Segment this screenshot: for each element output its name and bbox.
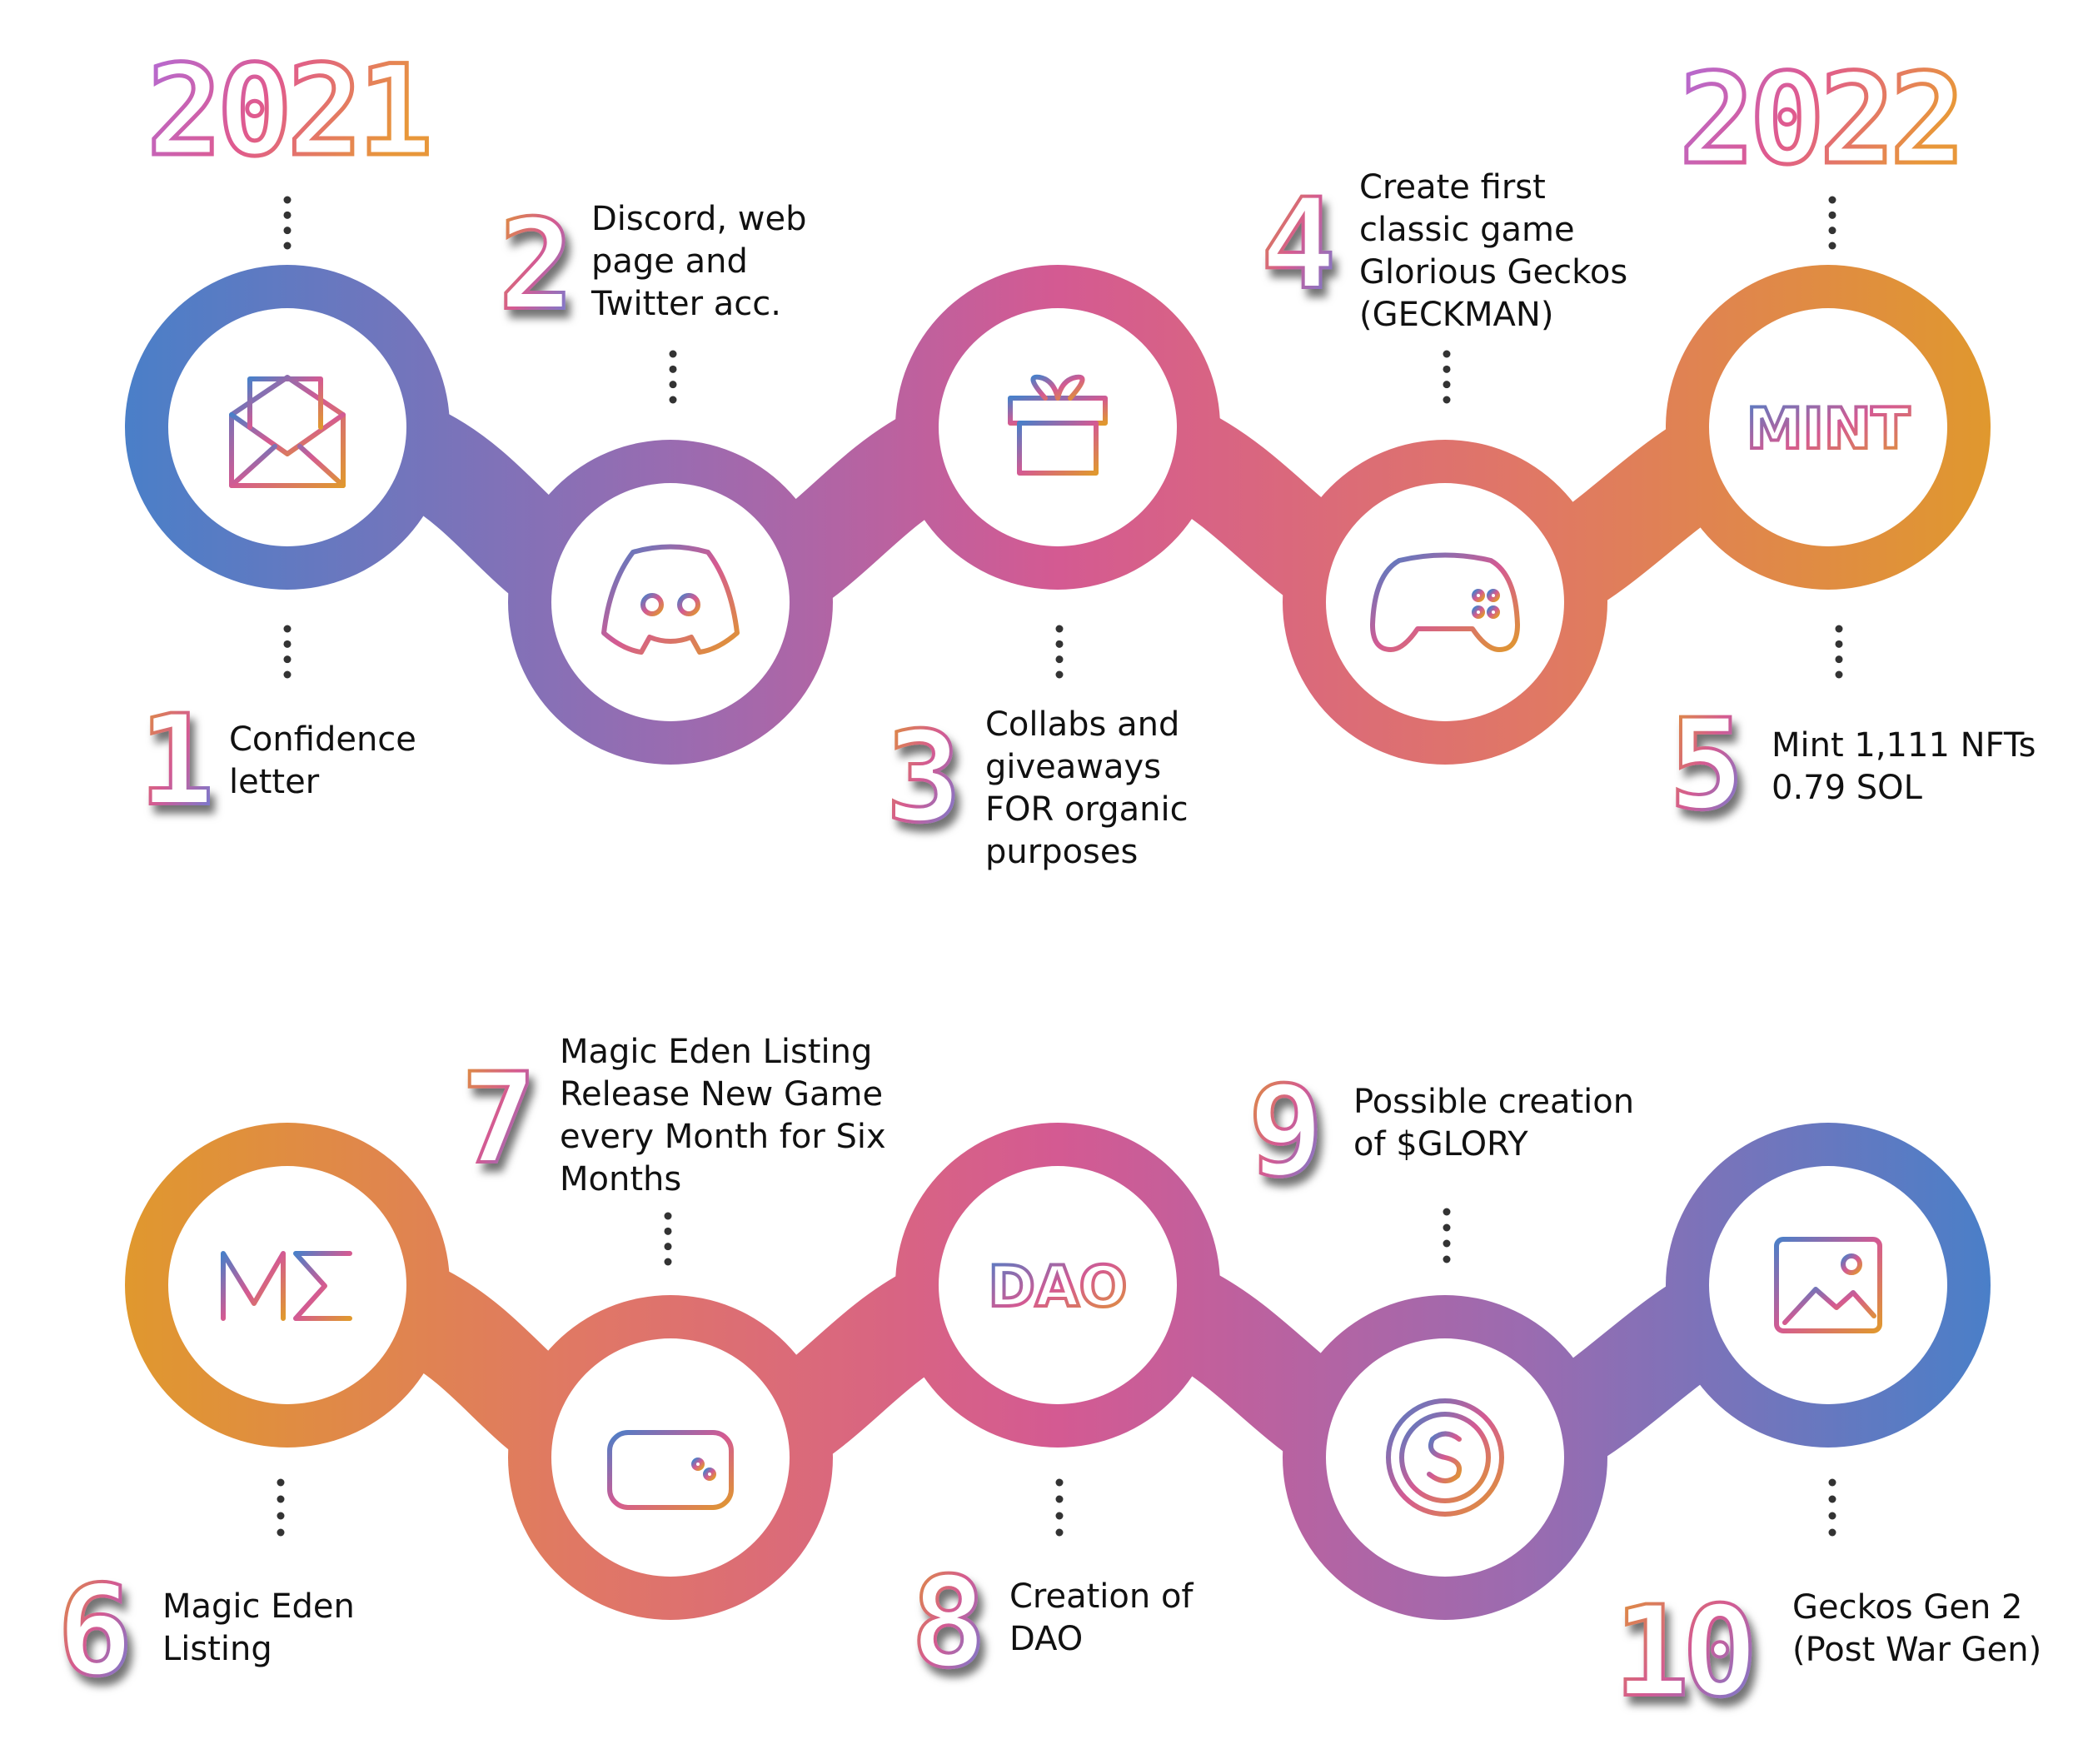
connector-dot	[1443, 1208, 1451, 1216]
connector-dot	[1835, 670, 1843, 679]
connector-dot	[283, 227, 292, 235]
step-4-description: Create first classic game Glorious Gecko…	[1359, 168, 1628, 334]
connector-dot	[1835, 640, 1843, 648]
magic-eden-icon	[221, 1251, 352, 1321]
connector-dot	[664, 1212, 672, 1220]
svg-text:DAO: DAO	[989, 1254, 1128, 1320]
connector-dot	[1055, 625, 1064, 633]
connector-dot	[1443, 1255, 1451, 1263]
coin-dollar-icon	[1386, 1398, 1504, 1517]
connector-dot	[283, 655, 292, 664]
connector-dot	[277, 1512, 285, 1520]
step-number-7: 7	[461, 1047, 530, 1192]
connector-dot	[1443, 365, 1451, 373]
connector-dot	[1055, 1528, 1064, 1537]
connector-dot	[1443, 350, 1451, 358]
connector-dot	[283, 640, 292, 648]
connector-dot	[283, 211, 292, 219]
connector-dot	[1443, 396, 1451, 404]
svg-text:2021: 2021	[147, 39, 427, 184]
gamepad-icon	[1370, 552, 1520, 652]
connector-dot	[1055, 640, 1064, 648]
step-numbers: 1 2 3 4 5 6 7 8 9 10	[56, 171, 1759, 1727]
connector-dot	[283, 625, 292, 633]
connector-dot	[1828, 1528, 1836, 1537]
retro-controller-icon	[607, 1393, 734, 1510]
step-number-3: 3	[886, 705, 954, 850]
year-2022: 2022	[1677, 46, 1967, 195]
connector-dot	[1828, 1478, 1836, 1487]
connector-dot	[1828, 1495, 1836, 1503]
connector-dot	[1443, 1223, 1451, 1232]
svg-text:2022: 2022	[1679, 47, 1960, 192]
step-number-8: 8	[911, 1551, 979, 1696]
step-5-description: Mint 1,111 NFTs 0.79 SOL	[1772, 726, 2036, 807]
connector-dot	[1055, 1512, 1064, 1520]
step-number-1: 1	[139, 689, 209, 834]
step-9-description: Possible creation of $GLORY	[1353, 1083, 1635, 1164]
connector-dot	[664, 1258, 672, 1266]
envelope-letter-icon	[229, 375, 346, 488]
connector-dot	[669, 396, 677, 404]
step-2-description: Discord, web page and Twitter acc.	[591, 200, 807, 323]
step-number-2: 2	[499, 193, 567, 338]
svg-text:MINT: MINT	[1747, 396, 1911, 462]
connector-dot	[1055, 670, 1064, 679]
connector-dot	[669, 365, 677, 373]
connector-dot	[1828, 242, 1836, 250]
connector-dot	[1828, 211, 1836, 219]
step-1-description: Confidence letter	[229, 720, 416, 801]
connector-dot	[1443, 1239, 1451, 1248]
connector-dot	[1835, 625, 1843, 633]
step-8-description: Creation of DAO	[1009, 1577, 1193, 1658]
connector-dot	[283, 670, 292, 679]
step-number-6: 6	[57, 1559, 127, 1704]
mint-icon: MINT	[1745, 395, 1912, 464]
dao-icon: DAO	[987, 1253, 1129, 1322]
connector-dot	[1443, 381, 1451, 389]
connector-dot	[669, 381, 677, 389]
dotted-connectors	[277, 196, 1843, 1537]
connector-dot	[1828, 227, 1836, 235]
connector-dot	[669, 350, 677, 358]
connector-dot	[277, 1478, 285, 1487]
discord-icon	[601, 544, 740, 655]
connector-dot	[1828, 196, 1836, 204]
connector-dot	[1055, 1495, 1064, 1503]
step-7-description: Magic Eden Listing Release New Game ever…	[560, 1033, 886, 1198]
connector-dot	[1055, 1478, 1064, 1487]
connector-dot	[1055, 655, 1064, 664]
step-number-5: 5	[1669, 693, 1737, 838]
connector-dot	[283, 196, 292, 204]
step-number-9: 9	[1248, 1059, 1317, 1204]
step-number-10: 10	[1614, 1580, 1752, 1725]
connector-dot	[664, 1243, 672, 1251]
milestone-circles	[168, 308, 1947, 1577]
connector-dot	[277, 1528, 285, 1537]
year-2021: 2021	[145, 37, 435, 187]
step-10-description: Geckos Gen 2 (Post War Gen)	[1792, 1588, 2042, 1669]
gift-icon	[1008, 374, 1108, 476]
connector-dot	[1835, 655, 1843, 664]
step-number-4: 4	[1261, 172, 1331, 317]
image-icon	[1774, 1237, 1882, 1333]
step-6-description: Magic Eden Listing	[162, 1587, 355, 1668]
step-3-description: Collabs and giveaways FOR organic purpos…	[985, 705, 1189, 871]
connector-dot	[664, 1227, 672, 1235]
connector-dot	[1828, 1512, 1836, 1520]
connector-dot	[277, 1495, 285, 1503]
connector-dot	[283, 242, 292, 250]
